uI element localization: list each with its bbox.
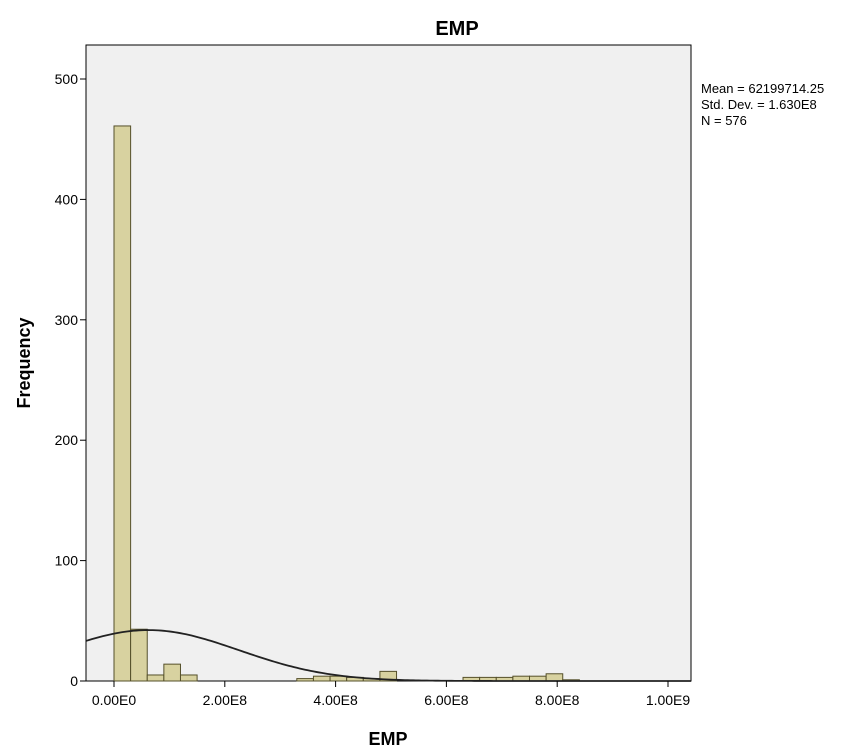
x-tick-label: 8.00E8 (535, 692, 580, 708)
y-tick-label: 0 (70, 673, 78, 689)
x-tick-label: 4.00E8 (313, 692, 358, 708)
histogram-bar-0 (113, 125, 132, 682)
stats-mean: Mean = 62199714.25 (701, 81, 824, 96)
histogram-bar-16 (379, 670, 398, 682)
histogram-bar-12 (312, 675, 331, 682)
x-tick-label: 1.00E9 (646, 692, 691, 708)
normal-curve-layer (86, 629, 691, 682)
normal-curve (86, 629, 691, 682)
x-tick-label: 0.00E0 (92, 692, 137, 708)
plot-area (85, 44, 692, 682)
y-tick-label: 400 (55, 191, 79, 207)
y-axis: 0 100 200 300 400 500 (55, 71, 86, 689)
y-axis-title: Frequency (14, 317, 34, 408)
histogram-bars (113, 125, 580, 682)
stats-n: N = 576 (701, 113, 747, 128)
x-tick-label: 2.00E8 (203, 692, 248, 708)
stats-box: Mean = 62199714.25 Std. Dev. = 1.630E8 N… (701, 81, 824, 128)
histogram-bar-1 (130, 628, 148, 682)
histogram-bar-26 (545, 673, 564, 682)
histogram-bar-4 (179, 674, 198, 682)
histogram-bar-2 (146, 674, 165, 682)
y-tick-label: 500 (55, 71, 79, 87)
y-tick-label: 200 (55, 432, 79, 448)
chart-title: EMP (435, 18, 478, 40)
x-axis-title: EMP (368, 729, 407, 747)
x-tick-label: 6.00E8 (424, 692, 469, 708)
x-axis: 0.00E0 2.00E8 4.00E8 6.00E8 8.00E8 1.00E9 (92, 681, 691, 708)
stats-std-dev: Std. Dev. = 1.630E8 (701, 97, 817, 112)
histogram-bar-3 (163, 663, 181, 682)
y-tick-label: 300 (55, 312, 79, 328)
histogram-bar-11 (296, 678, 314, 682)
y-tick-label: 100 (55, 553, 79, 569)
